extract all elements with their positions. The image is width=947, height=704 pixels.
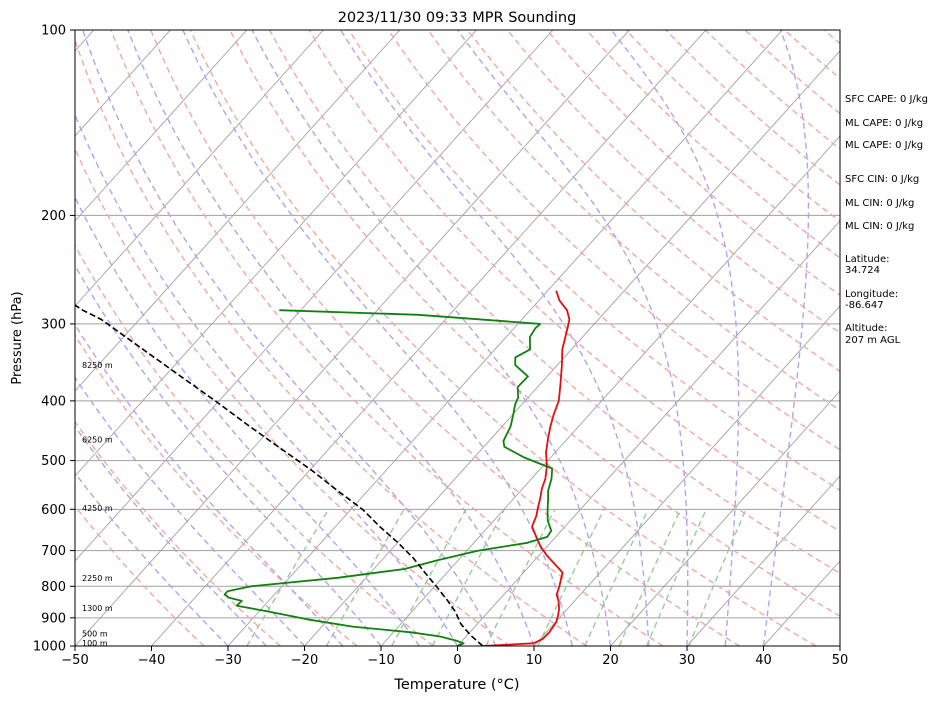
parameter-text: ML CAPE: 0 J/kg xyxy=(845,140,923,151)
y-tick-label: 900 xyxy=(41,611,66,626)
parameter-text: 207 m AGL xyxy=(845,335,901,346)
x-tick-label: −40 xyxy=(138,653,165,668)
chart-title: 2023/11/30 09:33 MPR Sounding xyxy=(338,10,577,26)
x-tick-label: 30 xyxy=(679,653,696,668)
x-tick-label: 10 xyxy=(526,653,543,668)
parameter-text: ML CIN: 0 J/kg xyxy=(845,221,914,232)
parameter-text: 34.724 xyxy=(845,265,880,276)
parameter-text: SFC CAPE: 0 J/kg xyxy=(845,94,928,105)
height-marker-label: 100 m xyxy=(82,639,108,648)
x-axis-label: Temperature (°C) xyxy=(393,677,519,693)
x-tick-label: −20 xyxy=(291,653,318,668)
parameter-text: Latitude: xyxy=(845,254,890,265)
x-tick-label: 40 xyxy=(755,653,772,668)
x-tick-label: −30 xyxy=(214,653,241,668)
x-tick-label: 50 xyxy=(832,653,849,668)
y-tick-label: 300 xyxy=(41,317,66,332)
y-tick-label: 800 xyxy=(41,580,66,595)
height-marker-label: 1300 m xyxy=(82,604,113,613)
x-tick-label: 0 xyxy=(453,653,461,668)
y-tick-label: 200 xyxy=(41,209,66,224)
y-tick-label: 400 xyxy=(41,394,66,409)
y-tick-label: 500 xyxy=(41,454,66,469)
y-tick-label: 600 xyxy=(41,503,66,518)
x-tick-label: −50 xyxy=(61,653,88,668)
parameter-text: ML CIN: 0 J/kg xyxy=(845,198,914,209)
parameter-text: Altitude: xyxy=(845,323,887,334)
height-marker-label: 6250 m xyxy=(82,435,113,444)
parameter-text: Longitude: xyxy=(845,289,898,300)
height-marker-label: 2250 m xyxy=(82,574,113,583)
x-tick-label: 20 xyxy=(602,653,619,668)
y-tick-label: 1000 xyxy=(33,640,66,655)
y-tick-label: 700 xyxy=(41,544,66,559)
parameter-text: SFC CIN: 0 J/kg xyxy=(845,174,919,185)
height-marker-label: 8250 m xyxy=(82,361,113,370)
parameter-text: ML CAPE: 0 J/kg xyxy=(845,118,923,129)
y-axis-label: Pressure (hPa) xyxy=(10,291,25,384)
y-tick-label: 100 xyxy=(41,24,66,39)
x-tick-label: −10 xyxy=(367,653,394,668)
height-marker-label: 4250 m xyxy=(82,504,113,513)
height-marker-label: 500 m xyxy=(82,630,108,639)
parameter-text: -86.647 xyxy=(845,300,884,311)
